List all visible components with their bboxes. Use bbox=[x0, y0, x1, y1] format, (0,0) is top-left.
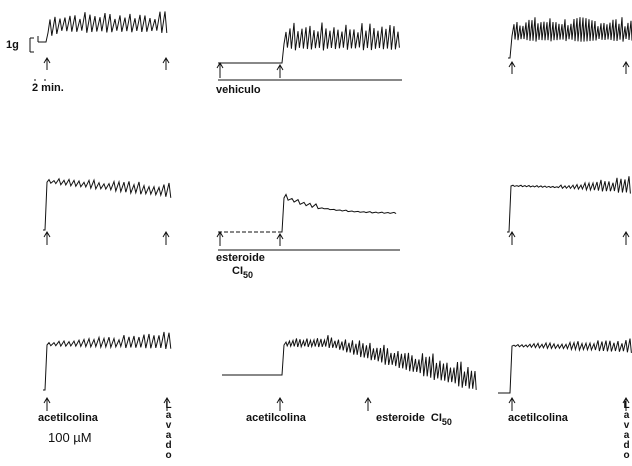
trace bbox=[508, 17, 632, 59]
trace bbox=[280, 193, 397, 233]
arrow-head bbox=[163, 397, 171, 404]
steroid-label: esteroide CI50 bbox=[376, 412, 452, 427]
force-scale-label: 1g bbox=[6, 39, 19, 51]
arrow-head bbox=[622, 231, 630, 238]
arrow-head bbox=[364, 397, 372, 404]
washout-label: Lavado bbox=[621, 400, 632, 460]
ic-text: CI bbox=[431, 412, 442, 424]
arrow-head bbox=[508, 61, 516, 68]
vehicle-label: vehiculo bbox=[216, 84, 261, 96]
arrow-head bbox=[276, 397, 284, 404]
washout-label: Lavado bbox=[163, 400, 174, 460]
ic-label: CI50 bbox=[232, 265, 253, 280]
time-scale-label: 2 min. bbox=[32, 82, 64, 94]
arrow-head bbox=[216, 231, 224, 238]
steroid-label: esteroide bbox=[216, 252, 265, 264]
trace bbox=[43, 331, 172, 391]
agonist-label: acetilcolina bbox=[246, 412, 307, 424]
agonist-label: acetilcolina bbox=[38, 412, 99, 424]
arrow-head bbox=[276, 64, 284, 71]
arrow-head bbox=[276, 233, 284, 240]
arrow-head bbox=[622, 61, 630, 68]
trace bbox=[508, 338, 632, 394]
arrow-head bbox=[508, 397, 516, 404]
steroid-text: esteroide bbox=[376, 412, 425, 424]
concentration-label: 100 µM bbox=[48, 430, 92, 445]
trace bbox=[43, 177, 172, 231]
trace bbox=[44, 11, 168, 43]
ic-subscript: 50 bbox=[442, 417, 452, 427]
ic-subscript: 50 bbox=[243, 270, 253, 280]
arrow-head bbox=[216, 62, 224, 69]
arrow-head bbox=[43, 57, 51, 64]
trace bbox=[280, 335, 477, 390]
arrow-head bbox=[162, 231, 170, 238]
trace bbox=[507, 176, 631, 233]
agonist-label: acetilcolina bbox=[508, 412, 569, 424]
ic-text: CI bbox=[232, 265, 243, 277]
trace bbox=[280, 22, 400, 64]
arrow-head bbox=[508, 231, 516, 238]
arrow-head bbox=[43, 231, 51, 238]
arrow-head bbox=[162, 57, 170, 64]
arrow-head bbox=[43, 397, 51, 404]
arrow-head bbox=[622, 397, 630, 404]
